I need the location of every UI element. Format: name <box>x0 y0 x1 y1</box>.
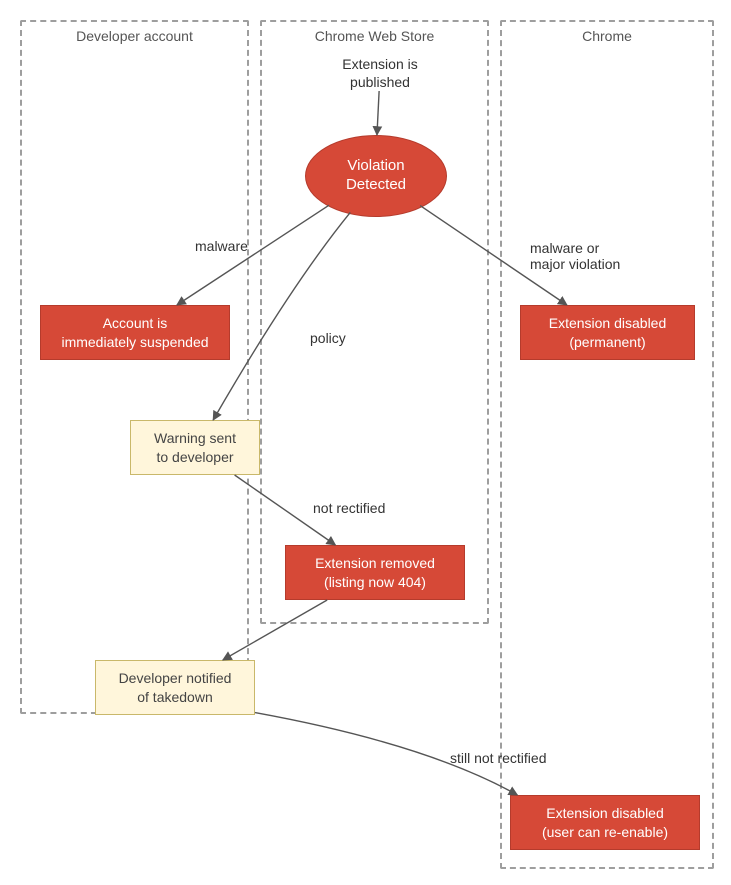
node-developer-notified-label: Developer notifiedof takedown <box>119 669 232 705</box>
edge-label-still-not-rectified: still not rectified <box>450 750 546 766</box>
node-start-text-label: Extension ispublished <box>342 56 417 90</box>
node-extension-disabled-user-label: Extension disabled(user can re-enable) <box>542 804 668 840</box>
node-start-text: Extension ispublished <box>320 55 440 91</box>
lane-chrome: Chrome <box>500 20 714 869</box>
lane-chrome-web-store: Chrome Web Store <box>260 20 489 624</box>
edge-label-malware: malware <box>195 238 248 254</box>
node-warning-sent-label: Warning sentto developer <box>154 429 236 465</box>
node-extension-removed-label: Extension removed(listing now 404) <box>315 554 435 590</box>
node-extension-disabled-permanent-label: Extension disabled(permanent) <box>549 314 667 350</box>
lane-developer-account: Developer account <box>20 20 249 714</box>
node-warning-sent: Warning sentto developer <box>130 420 260 475</box>
node-account-suspended-label: Account isimmediately suspended <box>61 314 208 350</box>
edge-label-not-rectified: not rectified <box>313 500 385 516</box>
lane-chrome-title: Chrome <box>502 28 712 44</box>
node-extension-disabled-user: Extension disabled(user can re-enable) <box>510 795 700 850</box>
node-violation-detected: ViolationDetected <box>305 135 447 217</box>
lane-chrome-web-store-title: Chrome Web Store <box>262 28 487 44</box>
node-violation-detected-label: ViolationDetected <box>346 157 406 195</box>
lane-developer-account-title: Developer account <box>22 28 247 44</box>
node-extension-removed: Extension removed(listing now 404) <box>285 545 465 600</box>
node-account-suspended: Account isimmediately suspended <box>40 305 230 360</box>
edge-label-policy: policy <box>310 330 346 346</box>
node-developer-notified: Developer notifiedof takedown <box>95 660 255 715</box>
edge-label-malware-major: malware ormajor violation <box>530 240 620 272</box>
node-extension-disabled-permanent: Extension disabled(permanent) <box>520 305 695 360</box>
